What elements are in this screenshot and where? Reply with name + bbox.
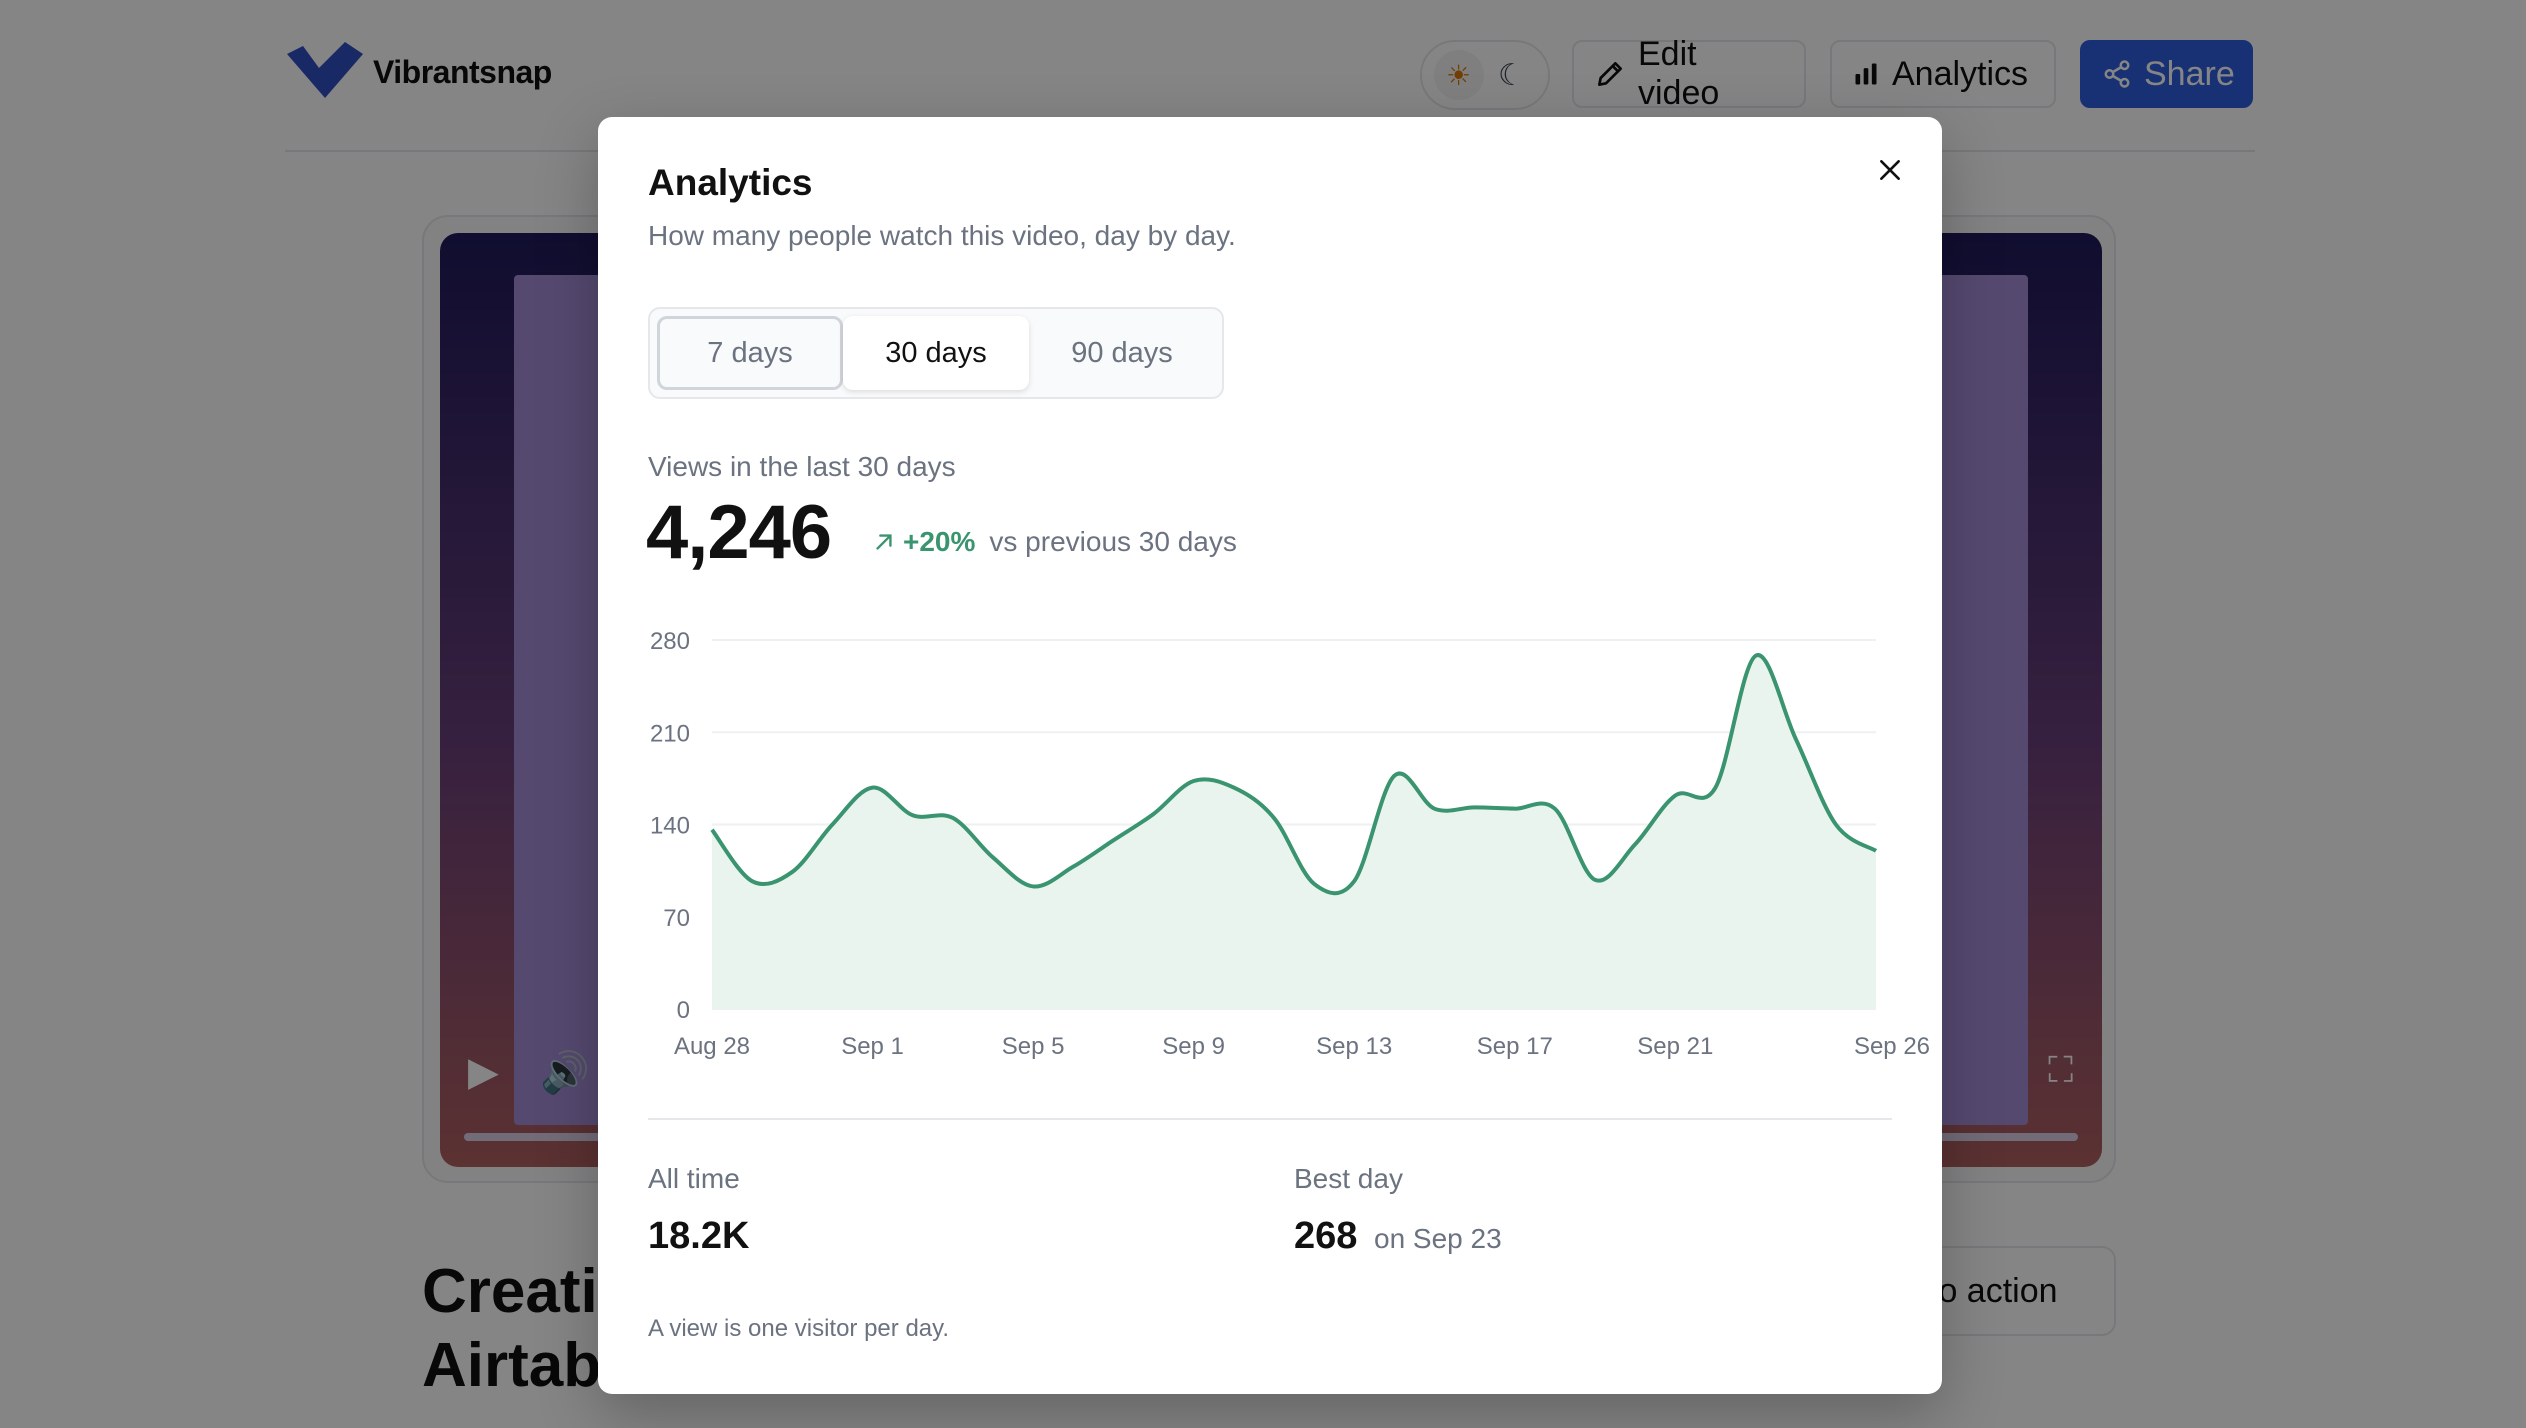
footnote: A view is one visitor per day. xyxy=(648,1315,950,1342)
x-tick-label: Sep 21 xyxy=(1637,1033,1713,1060)
analytics-label: Analytics xyxy=(1892,54,2029,93)
y-tick-label: 210 xyxy=(650,720,690,747)
x-tick-label: Sep 17 xyxy=(1477,1033,1553,1060)
edit-video-button[interactable]: Edit video xyxy=(1572,35,1806,112)
all-time-value: 18.2K xyxy=(648,1215,750,1257)
x-tick-label: Sep 1 xyxy=(841,1033,904,1060)
analytics-modal: Analytics How many people watch this vid… xyxy=(598,117,1942,1394)
y-tick-label: 280 xyxy=(650,628,690,655)
all-time-label: All time xyxy=(648,1163,740,1194)
x-tick-label: Sep 9 xyxy=(1162,1033,1225,1060)
modal-title: Analytics xyxy=(648,162,813,203)
moon-icon[interactable]: ☾ xyxy=(1498,58,1525,92)
close-icon xyxy=(1880,160,1900,180)
y-tick-label: 140 xyxy=(650,813,690,840)
theme-toggle[interactable]: ☀ ☾ xyxy=(1420,40,1550,110)
best-day-date: on Sep 23 xyxy=(1374,1223,1502,1254)
share-icon xyxy=(2102,59,2132,89)
x-tick-label: Sep 5 xyxy=(1002,1033,1065,1060)
page-title-line-2: Airtab xyxy=(422,1331,602,1400)
range-selector: 7 days 30 days 90 days xyxy=(648,307,1224,399)
delta-percent: +20% xyxy=(903,526,976,557)
share-button[interactable]: Share xyxy=(2080,40,2253,108)
close-button[interactable] xyxy=(1870,150,1910,190)
x-tick-label: Sep 26 xyxy=(1854,1033,1930,1060)
page-title-line-1: Creati xyxy=(422,1257,598,1326)
range-7-days[interactable]: 7 days xyxy=(657,316,843,390)
share-label: Share xyxy=(2144,54,2235,93)
play-icon[interactable]: ▶ xyxy=(468,1050,499,1094)
sun-icon[interactable]: ☀ xyxy=(1433,50,1484,100)
delta-text: vs previous 30 days xyxy=(989,526,1237,557)
pencil-icon xyxy=(1594,58,1626,90)
volume-icon[interactable]: 🔊 xyxy=(540,1051,590,1095)
views-value: 4,246 xyxy=(646,490,832,575)
views-label: Views in the last 30 days xyxy=(648,451,956,482)
fullscreen-icon[interactable]: ⛶ xyxy=(2048,1049,2074,1090)
range-90-days[interactable]: 90 days xyxy=(1071,336,1173,369)
brand-logo[interactable]: Vibrantsnap xyxy=(285,40,552,104)
x-tick-label: Aug 28 xyxy=(674,1033,750,1060)
top-bar: Vibrantsnap ☀ ☾ Edit video Analytics Sha… xyxy=(285,0,2255,152)
bar-chart-icon xyxy=(1852,60,1880,88)
best-day-label: Best day xyxy=(1294,1163,1403,1194)
views-delta: +20% vs previous 30 days xyxy=(873,526,1237,558)
y-tick-label: 0 xyxy=(677,997,690,1024)
best-day-value: 268 xyxy=(1294,1215,1358,1257)
divider xyxy=(648,1118,1892,1120)
brand-mark-icon xyxy=(287,42,363,98)
page-title: Creati Airtab xyxy=(422,1255,601,1403)
series-area xyxy=(712,655,1876,1009)
modal-subtitle: How many people watch this video, day by… xyxy=(648,220,1236,251)
arrow-up-right-icon xyxy=(873,531,895,553)
analytics-button[interactable]: Analytics xyxy=(1830,40,2056,108)
range-30-days[interactable]: 30 days xyxy=(843,316,1029,390)
x-tick-label: Sep 13 xyxy=(1316,1033,1392,1060)
edit-video-label: Edit video xyxy=(1638,35,1720,112)
series-line xyxy=(710,653,1878,896)
brand-name: Vibrantsnap xyxy=(373,53,552,90)
y-tick-label: 70 xyxy=(663,905,690,932)
